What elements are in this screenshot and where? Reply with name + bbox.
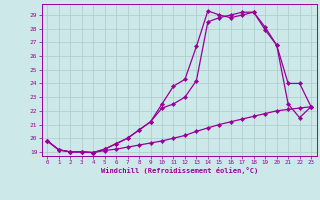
X-axis label: Windchill (Refroidissement éolien,°C): Windchill (Refroidissement éolien,°C) bbox=[100, 167, 258, 174]
